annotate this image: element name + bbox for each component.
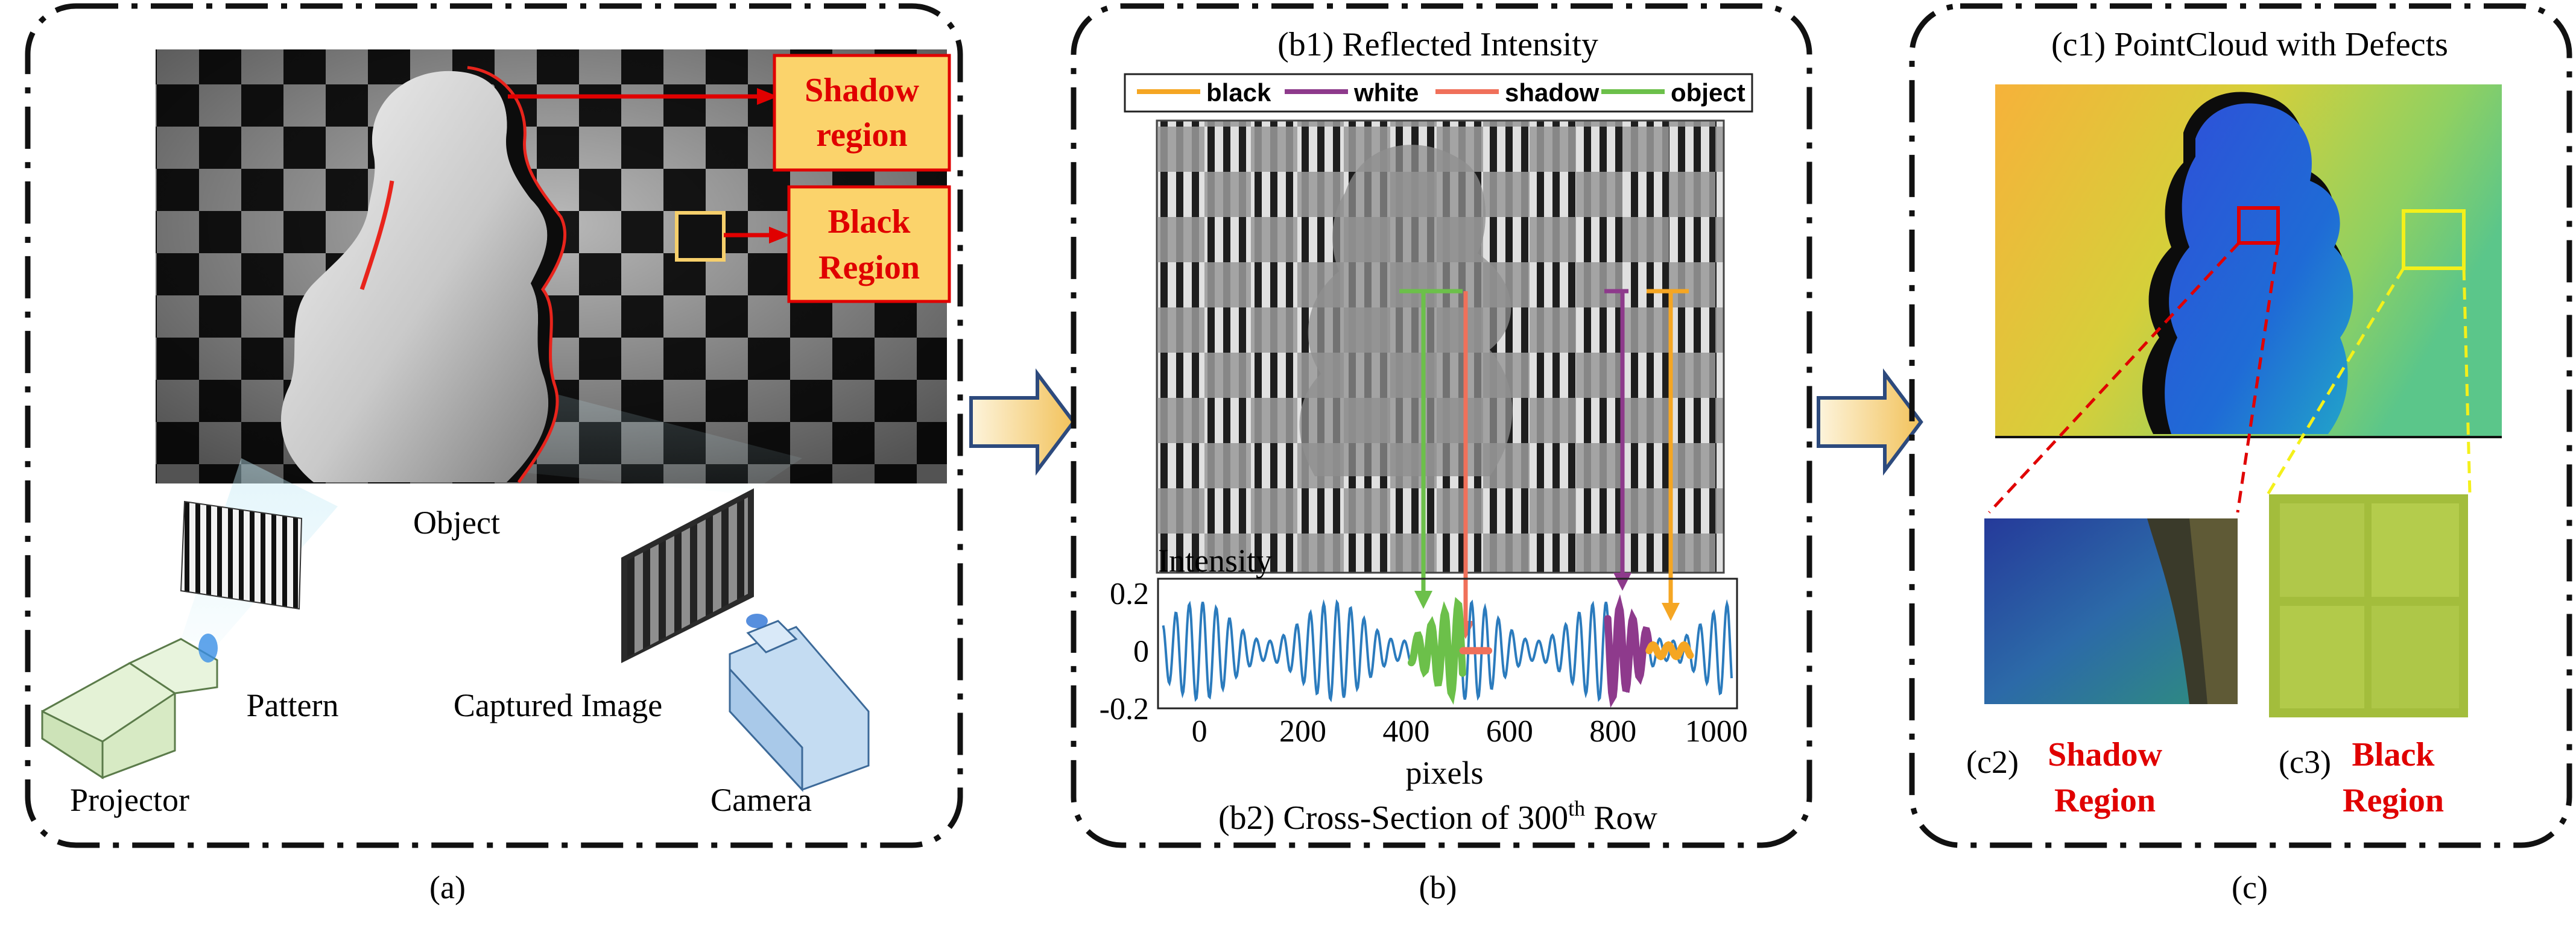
c2-label: (c2) <box>1966 744 2019 780</box>
camera-label: Camera <box>710 782 812 818</box>
pattern-card <box>180 500 303 610</box>
captured-image-label: Captured Image <box>454 687 662 723</box>
series-black <box>1645 641 1694 661</box>
panel-b-caption: (b) <box>1419 869 1457 905</box>
object-label: Object <box>413 505 500 541</box>
legend-black: black <box>1206 78 1271 107</box>
legend-white: white <box>1353 78 1419 107</box>
panel-c-caption: (c) <box>2232 869 2268 905</box>
black-region-callout <box>787 185 951 303</box>
legend: black white shadow object <box>1124 73 1753 113</box>
cross-section-chart: Intensity pixels 0 200 400 600 800 1000 0.2 0 -0… <box>1100 543 1748 791</box>
y-tick-label: 0 <box>1133 634 1149 669</box>
x-tick-label: 0 <box>1192 714 1207 749</box>
plot-frame <box>1157 578 1738 710</box>
panel-a: Shadow region Black Region Pattern Captu… <box>25 3 963 905</box>
c3-label: (c3) <box>2279 744 2331 780</box>
projector-icon <box>41 634 218 779</box>
camera-icon <box>729 614 870 792</box>
panel-b-bottom-title: (b2) Cross-Section of 300th Row <box>1218 796 1658 837</box>
c3-black-text: Black <box>2352 736 2435 773</box>
series-white <box>1604 594 1653 708</box>
y-tick-label: 0.2 <box>1110 577 1149 611</box>
shadow-callout-line2: region <box>816 116 907 154</box>
panel-c-title: (c1) PointCloud with Defects <box>2051 26 2448 63</box>
shadow-region-callout <box>773 54 951 172</box>
bust-statue <box>280 71 549 482</box>
c2-zoom-image <box>1984 518 2238 704</box>
c3-region-text: Region <box>2343 782 2444 819</box>
y-axis-label: Intensity <box>1158 543 1272 579</box>
legend-shadow: shadow <box>1505 78 1600 107</box>
shadow-callout-line1: Shadow <box>805 72 919 109</box>
projector-label: Projector <box>70 782 189 818</box>
x-tick-label: 400 <box>1382 714 1429 749</box>
flow-arrow-a-to-b <box>969 368 1076 476</box>
c3-zoom-image <box>2269 494 2468 717</box>
panel-b-title: (b1) Reflected Intensity <box>1277 26 1598 63</box>
x-tick-label: 1000 <box>1685 714 1748 749</box>
pointcloud-image <box>1995 84 2502 438</box>
flow-arrow-b-to-c <box>1817 368 1923 476</box>
c2-region-text: Region <box>2054 782 2156 819</box>
y-tick-label: -0.2 <box>1100 692 1149 726</box>
legend-object: object <box>1671 78 1745 107</box>
series-object <box>1408 597 1466 705</box>
fringe-image <box>1156 119 1725 574</box>
shadow-region-shape <box>467 68 565 482</box>
x-tick-label: 600 <box>1486 714 1533 749</box>
pattern-label: Pattern <box>247 687 339 723</box>
panel-c: (c1) PointCloud with Defects <box>1909 3 2572 905</box>
x-axis-label: pixels <box>1406 755 1484 791</box>
panel-a-caption: (a) <box>429 869 466 905</box>
x-tick-label: 200 <box>1279 714 1326 749</box>
x-tick-label: 800 <box>1589 714 1636 749</box>
black-callout-line2: Region <box>818 249 920 286</box>
panel-b: (b1) Reflected Intensity black white sha… <box>1071 3 1812 905</box>
c2-shadow-text: Shadow <box>2048 736 2162 773</box>
black-callout-line1: Black <box>828 203 911 241</box>
